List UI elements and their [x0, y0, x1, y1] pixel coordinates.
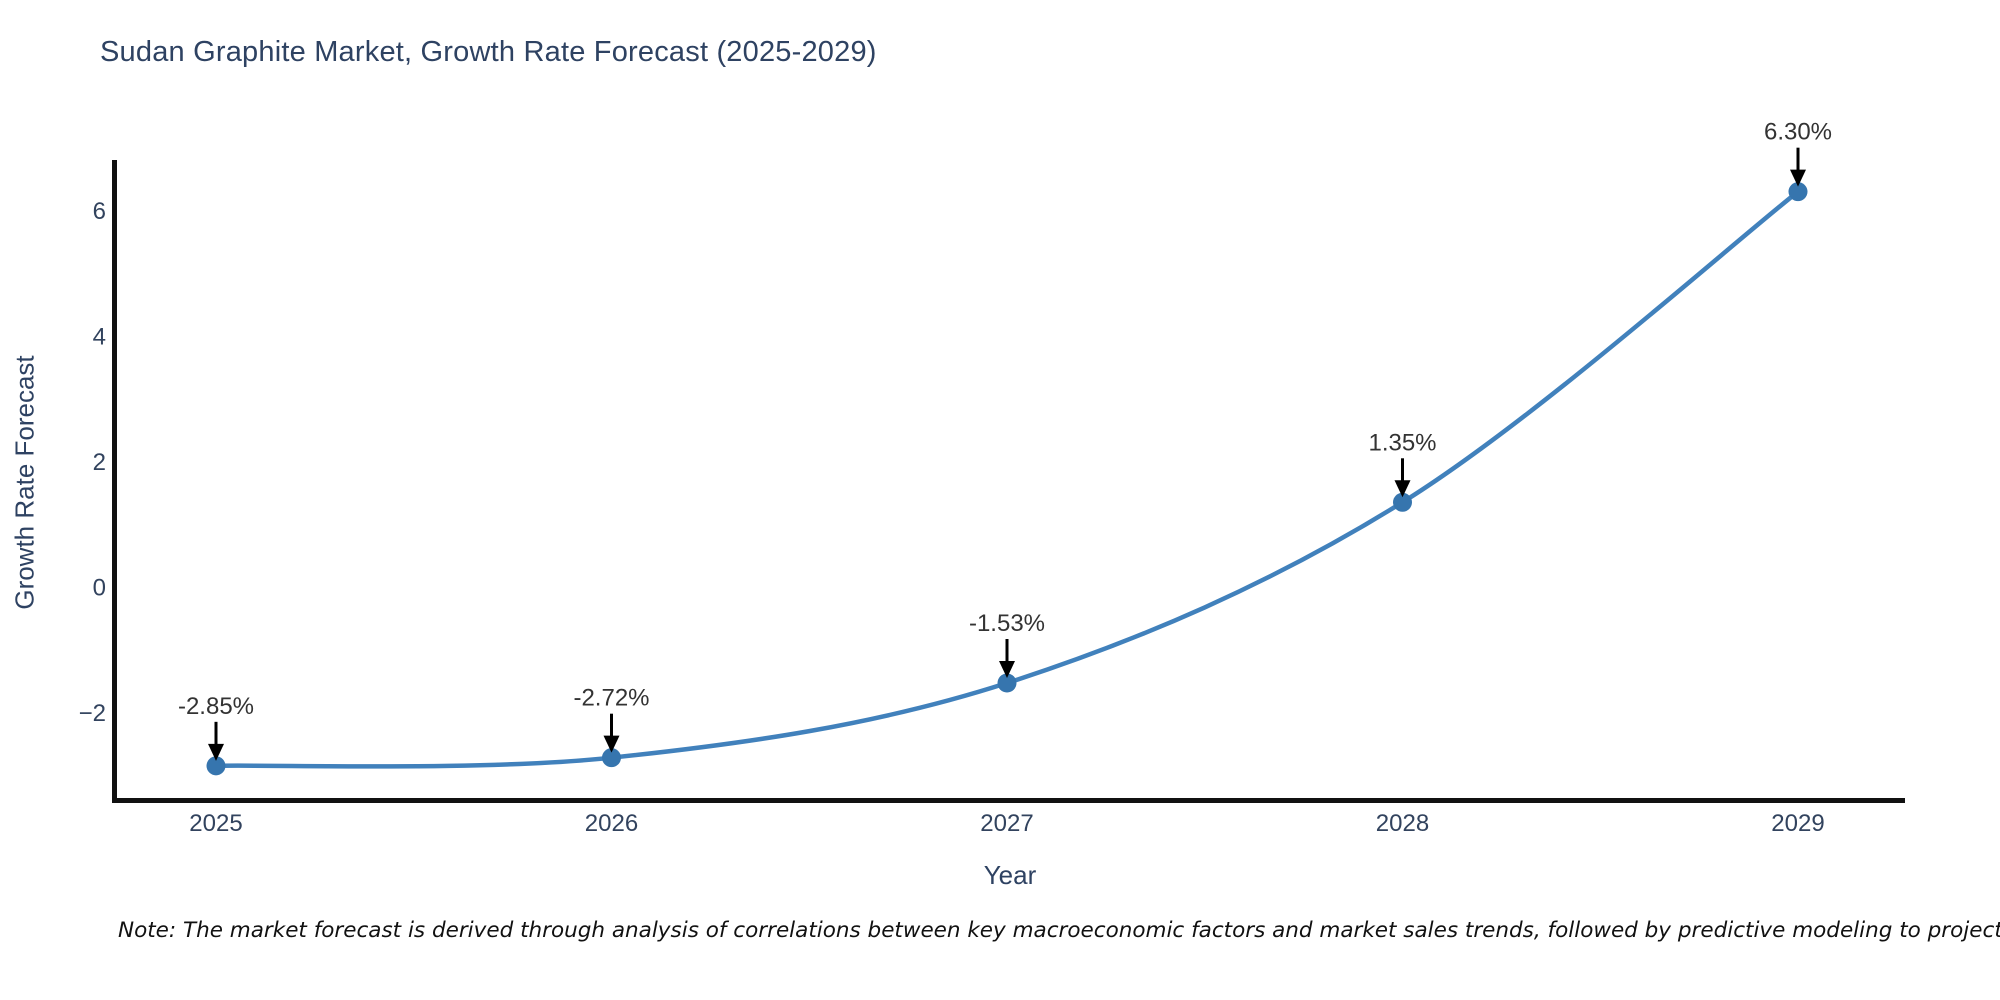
y-tick-label: 0 [93, 574, 106, 601]
annotation-arrowhead [1790, 169, 1806, 187]
y-tick-label: 6 [93, 198, 106, 225]
footnote: Note: The market forecast is derived thr… [118, 918, 2000, 943]
data-point-marker [1788, 182, 1808, 202]
axes-spines [112, 160, 1905, 803]
x-tick-label: 2029 [1771, 810, 1824, 837]
point-annotation: -1.53% [969, 610, 1045, 637]
y-tick-label: −2 [79, 700, 106, 727]
x-axis-title: Year [983, 860, 1037, 890]
x-tick-label: 2025 [189, 810, 242, 837]
x-tick-label: 2028 [1376, 810, 1429, 837]
annotation-arrowhead [1394, 480, 1411, 498]
point-annotation: 6.30% [1764, 119, 1832, 146]
y-tick-label: 2 [93, 449, 106, 476]
x-tick-label: 2026 [585, 810, 638, 837]
annotation-arrowhead [603, 735, 620, 753]
chart-title: Sudan Graphite Market, Growth Rate Forec… [100, 36, 877, 68]
data-point-marker [602, 748, 621, 768]
x-tick-label: 2027 [980, 810, 1033, 837]
y-axis-title: Growth Rate Forecast [9, 355, 40, 610]
data-point-marker [997, 673, 1017, 693]
point-annotation: 1.35% [1368, 429, 1436, 456]
trend-line [213, 189, 1801, 769]
annotation-arrowhead [999, 661, 1015, 679]
point-annotation: -2.85% [178, 693, 254, 720]
annotation-arrowhead [208, 743, 224, 761]
data-point-marker [206, 756, 226, 776]
data-point-marker [1393, 492, 1412, 512]
point-annotation: -2.72% [573, 685, 649, 712]
y-tick-label: 4 [93, 323, 106, 350]
